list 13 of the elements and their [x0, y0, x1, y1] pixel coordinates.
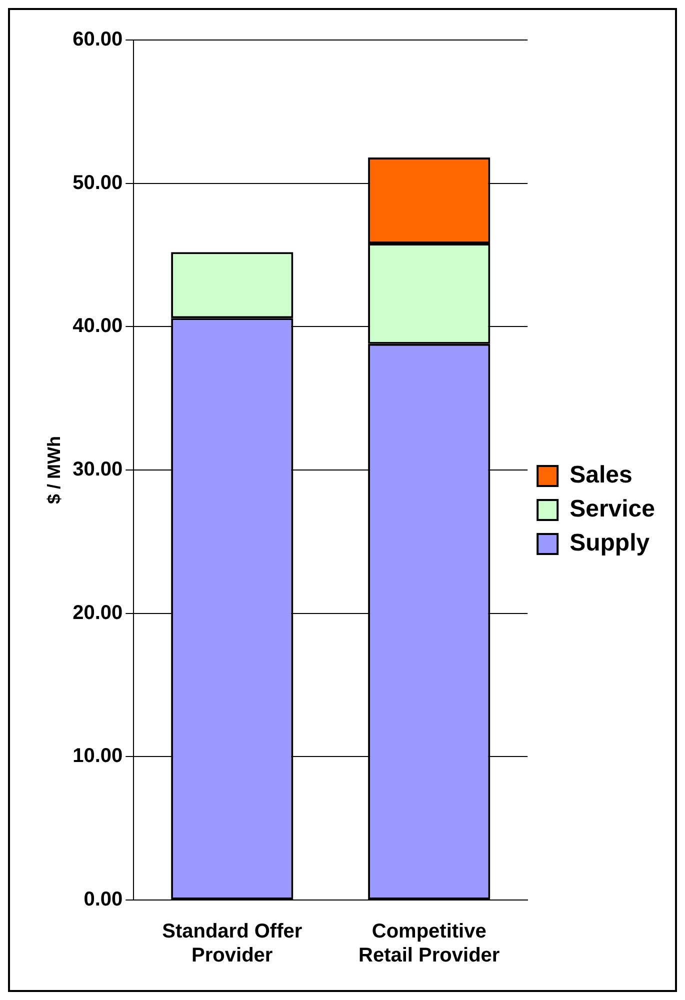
y-tick-label: 40.00 — [72, 315, 123, 338]
y-tick-label: 50.00 — [72, 172, 123, 194]
y-tick-label: 0.00 — [84, 888, 123, 911]
legend-label: Supply — [570, 530, 650, 557]
x-tick-label: Standard Offer Provider — [162, 920, 302, 967]
y-tick-label: 30.00 — [72, 458, 123, 481]
x-tick-label: Competitive Retail Provider — [358, 920, 500, 967]
legend-label: Sales — [570, 462, 632, 489]
y-tick-label: 20.00 — [72, 602, 123, 624]
legend-label: Service — [570, 496, 655, 523]
y-axis-title: $ / MWh — [44, 436, 64, 504]
y-tick-label: 10.00 — [72, 745, 123, 768]
y-tick-label: 60.00 — [72, 28, 123, 51]
